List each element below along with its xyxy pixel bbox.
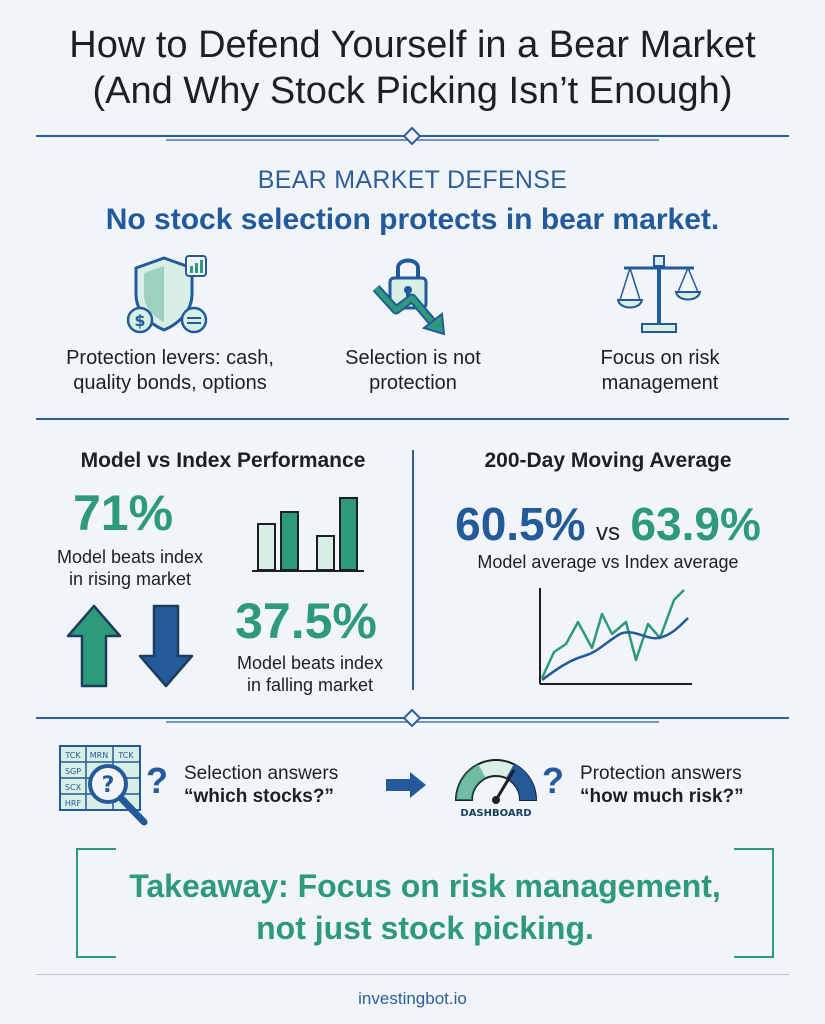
falling-caption: Model beats index in falling market bbox=[236, 653, 384, 695]
panel-divider bbox=[412, 450, 414, 690]
table-cell-2: MRN bbox=[90, 751, 108, 760]
defense-caption-levers: Protection levers: cash, quality bonds, … bbox=[66, 347, 274, 394]
table-cell-3: TCK bbox=[117, 751, 134, 760]
title-line-1: How to Defend Yourself in a Bear Market bbox=[69, 24, 756, 66]
down-arrow-icon bbox=[138, 604, 194, 688]
scale-icon bbox=[616, 255, 702, 333]
up-arrow-icon bbox=[66, 604, 122, 688]
table-cell-1: TCK bbox=[64, 751, 81, 760]
defense-subheading: No stock selection protects in bear mark… bbox=[105, 203, 720, 236]
rising-caption: Model beats index in rising market bbox=[56, 547, 204, 589]
moving-average-title: 200-Day Moving Average bbox=[484, 449, 732, 472]
moving-average-caption: Model average vs Index average bbox=[477, 552, 739, 572]
lock-down-arrow-icon bbox=[372, 258, 446, 336]
rising-value: 71% bbox=[72, 485, 174, 541]
divider-lower bbox=[36, 708, 789, 728]
vs-label: vs bbox=[596, 519, 620, 546]
index-average-value: 63.9% bbox=[630, 498, 761, 550]
right-arrow-icon bbox=[386, 772, 426, 798]
divider-top bbox=[36, 126, 789, 146]
defense-heading: BEAR MARKET DEFENSE bbox=[257, 166, 568, 194]
footer-rule bbox=[36, 974, 789, 975]
moving-average-values: 60.5% vs 63.9% bbox=[420, 497, 796, 551]
svg-text:?: ? bbox=[102, 773, 115, 798]
gauge-label: DASHBOARD bbox=[460, 808, 531, 819]
svg-text:$: $ bbox=[134, 311, 145, 330]
selection-text: Selection answers “which stocks?” bbox=[184, 763, 339, 807]
table-cell-4: SGP bbox=[65, 767, 81, 776]
model-average-value: 60.5% bbox=[455, 498, 586, 550]
protection-question-mark: ? bbox=[542, 760, 564, 801]
takeaway-frame bbox=[76, 848, 774, 958]
title-line-2: (And Why Stock Picking Isn’t Enough) bbox=[92, 70, 733, 112]
moving-average-line-chart-icon bbox=[539, 588, 692, 685]
falling-value: 37.5% bbox=[235, 593, 377, 649]
model-vs-index-title: Model vs Index Performance bbox=[80, 449, 366, 472]
defense-caption-risk: Focus on risk management bbox=[600, 347, 720, 394]
table-cell-5: SCX bbox=[65, 783, 82, 792]
protection-text: Protection answers “how much risk?” bbox=[580, 763, 744, 807]
footer-link[interactable]: investingbot.io bbox=[358, 989, 467, 1008]
risk-gauge-icon: DASHBOARD bbox=[454, 759, 538, 819]
page-title: How to Defend Yourself in a Bear Market … bbox=[0, 22, 825, 114]
selection-question-mark: ? bbox=[146, 760, 168, 801]
shield-icon: $ bbox=[126, 255, 208, 334]
mini-bar-chart-icon bbox=[252, 497, 364, 572]
takeaway-text: Takeaway: Focus on risk management, not … bbox=[129, 868, 721, 946]
table-cell-6: HRF bbox=[65, 799, 82, 808]
divider-middle bbox=[36, 418, 789, 420]
stock-table-magnifier-icon: TCK MRN TCK SGP SCX HRF ? bbox=[59, 745, 148, 826]
defense-caption-selection: Selection is not protection bbox=[345, 347, 481, 394]
